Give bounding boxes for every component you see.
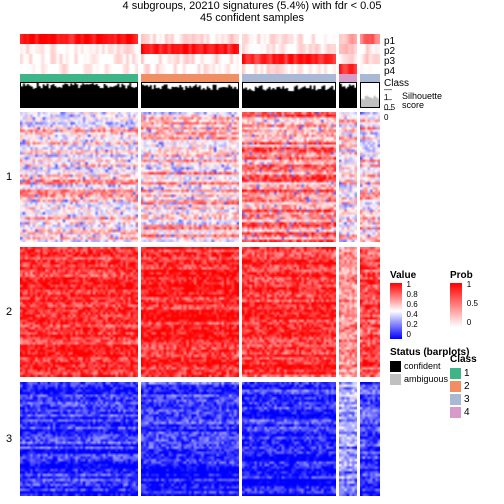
plot-area: 123 bbox=[20, 34, 380, 474]
label-p4: p4 bbox=[384, 66, 395, 77]
title-line2: 45 confident samples bbox=[0, 12, 504, 24]
heatmap-row-label: 1 bbox=[6, 171, 12, 183]
heatmap-body: 123 bbox=[20, 112, 380, 496]
title-line1: 4 subgroups, 20210 signatures (5.4%) wit… bbox=[0, 0, 504, 12]
annotation-tracks bbox=[20, 34, 380, 108]
legend-status: Status (barplots) confidentambiguous bbox=[390, 347, 500, 386]
legend-class: Class 1234 bbox=[450, 354, 477, 427]
heatmap-row-label: 3 bbox=[6, 433, 12, 445]
heatmap-row-label: 2 bbox=[6, 306, 12, 318]
label-silhouette: Silhouettescore bbox=[402, 92, 442, 110]
legend-prob: Prob 10.50 bbox=[450, 270, 491, 335]
